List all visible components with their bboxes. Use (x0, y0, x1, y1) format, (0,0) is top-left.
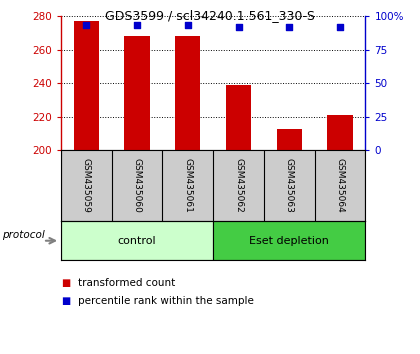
Text: control: control (118, 236, 156, 246)
Point (235, 24, 242, 29)
Text: percentile rank within the sample: percentile rank within the sample (78, 296, 254, 306)
Text: protocol: protocol (2, 230, 45, 240)
Point (337, 24, 344, 29)
Text: GSM435060: GSM435060 (133, 158, 142, 213)
Bar (277, 129, 302, 150)
Text: ■: ■ (61, 278, 70, 288)
Bar (124, 36, 150, 150)
Text: GDS3599 / scl34240.1.561_330-S: GDS3599 / scl34240.1.561_330-S (105, 9, 315, 22)
Text: GSM435064: GSM435064 (336, 159, 344, 213)
Bar (175, 36, 200, 150)
Bar (74, 21, 99, 150)
Point (184, 23, 191, 28)
Text: GSM435061: GSM435061 (183, 158, 192, 213)
Point (134, 23, 140, 28)
Text: Eset depletion: Eset depletion (249, 236, 329, 246)
Bar (226, 85, 251, 150)
Bar (213, 221, 365, 260)
Bar (327, 115, 353, 150)
Text: GSM435059: GSM435059 (82, 158, 91, 213)
Point (83, 23, 89, 28)
Point (286, 24, 293, 29)
Text: transformed count: transformed count (78, 278, 175, 288)
Text: GSM435063: GSM435063 (285, 158, 294, 213)
Bar (61, 221, 213, 260)
Text: ■: ■ (61, 296, 70, 306)
Text: GSM435062: GSM435062 (234, 159, 243, 213)
